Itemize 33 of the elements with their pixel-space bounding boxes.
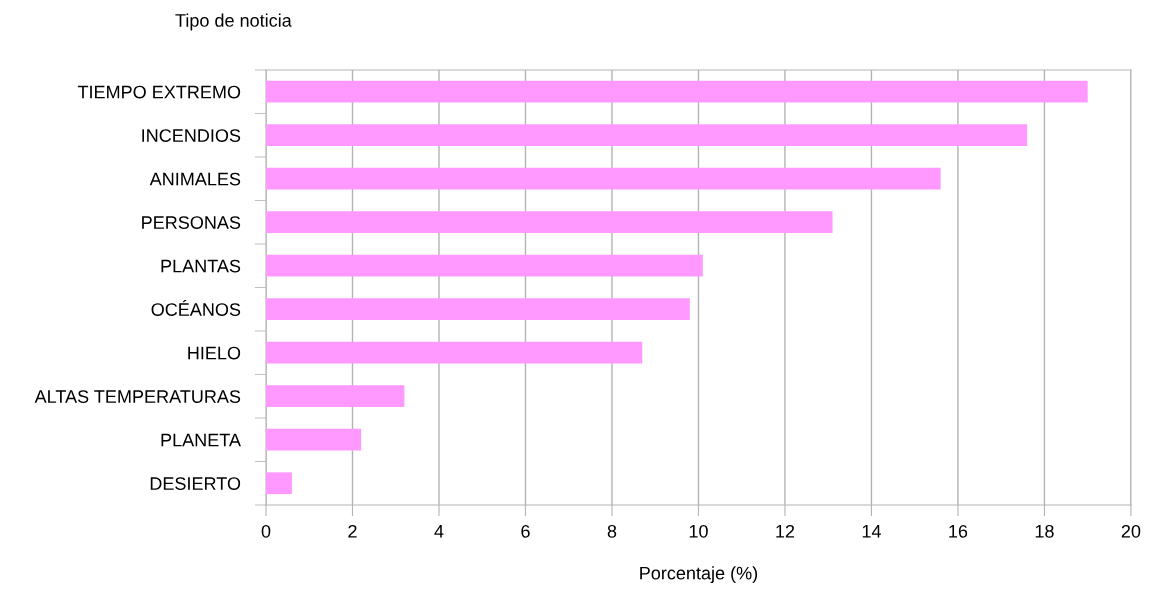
x-tick-label: 6 [521,524,530,538]
x-tick-label: 8 [607,524,617,538]
y-tick-label: PLANETA [161,433,241,447]
x-tick-label: 20 [1121,524,1141,538]
x-tick-label: 12 [776,524,795,538]
y-tick-label: HIELO [188,346,241,360]
x-tick-label: 16 [949,524,968,538]
y-tick-label: INCENDIOS [142,129,241,142]
bar [266,211,833,234]
y-tick-label: ANIMALES [149,172,241,186]
bar [266,472,292,495]
bar [266,254,703,277]
x-tick-label: 4 [434,525,444,538]
y-tick-label: PERSONAS [142,216,241,229]
y-tick-label: PLANTAS [161,259,241,273]
bar [266,385,405,408]
x-tick-label: 2 [348,524,357,538]
bar [266,298,690,321]
bar [266,341,643,364]
bar [266,80,1088,103]
x-tick-label: 10 [689,524,708,538]
x-tick-label: 0 [261,524,271,538]
y-tick-label: DESIERTO [150,477,241,490]
y-axis-title: Tipo de noticia [175,13,292,31]
x-axis-title: Porcentaje (%) [640,566,758,584]
x-tick-label: 14 [862,525,881,538]
y-tick-label: OCÉANOS [151,300,241,316]
x-tick-label: 18 [1035,524,1054,538]
bar [266,167,941,190]
bar [266,428,362,451]
bar [266,124,1028,147]
y-tick-label: TIEMPO EXTREMO [77,85,241,99]
y-tick-label: ALTAS TEMPERATURAS [34,390,241,403]
